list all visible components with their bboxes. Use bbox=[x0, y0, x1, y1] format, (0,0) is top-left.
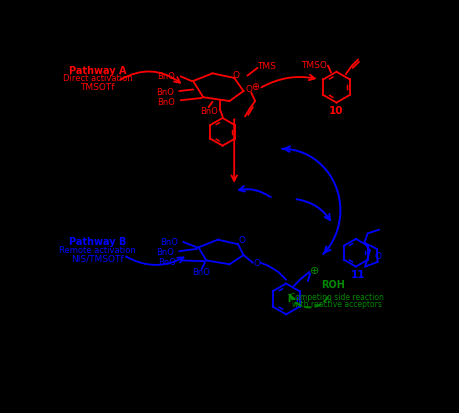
Text: BnO: BnO bbox=[191, 268, 209, 277]
Text: ⊕: ⊕ bbox=[309, 266, 319, 276]
Text: Competing side reaction: Competing side reaction bbox=[289, 292, 383, 301]
Text: 10: 10 bbox=[329, 106, 343, 116]
Text: ROH: ROH bbox=[320, 279, 344, 289]
Text: 11: 11 bbox=[350, 269, 364, 279]
Text: TMS: TMS bbox=[257, 62, 275, 71]
Text: O: O bbox=[245, 85, 252, 94]
Text: NIS/TMSOTf: NIS/TMSOTf bbox=[71, 254, 124, 263]
Text: with reactive acceptors: with reactive acceptors bbox=[291, 299, 381, 308]
Text: O: O bbox=[232, 71, 239, 79]
Text: TMSO: TMSO bbox=[301, 60, 326, 69]
Text: ⊕: ⊕ bbox=[251, 81, 258, 91]
Text: BnO: BnO bbox=[158, 257, 176, 266]
Text: BnO: BnO bbox=[156, 247, 174, 256]
Text: BnO: BnO bbox=[159, 237, 177, 246]
Text: O: O bbox=[373, 251, 380, 260]
Text: O: O bbox=[238, 235, 245, 244]
Text: Remote activation: Remote activation bbox=[59, 246, 136, 254]
Text: O: O bbox=[252, 259, 260, 268]
Text: BnO: BnO bbox=[199, 107, 217, 116]
Text: BnO: BnO bbox=[156, 87, 174, 96]
Text: TMSOTf: TMSOTf bbox=[80, 83, 115, 92]
Text: BnO: BnO bbox=[157, 72, 175, 81]
Text: BnO: BnO bbox=[157, 97, 175, 106]
Text: Pathway B: Pathway B bbox=[69, 237, 126, 247]
Text: Direct activation: Direct activation bbox=[63, 74, 132, 83]
Text: Pathway A: Pathway A bbox=[69, 66, 126, 76]
